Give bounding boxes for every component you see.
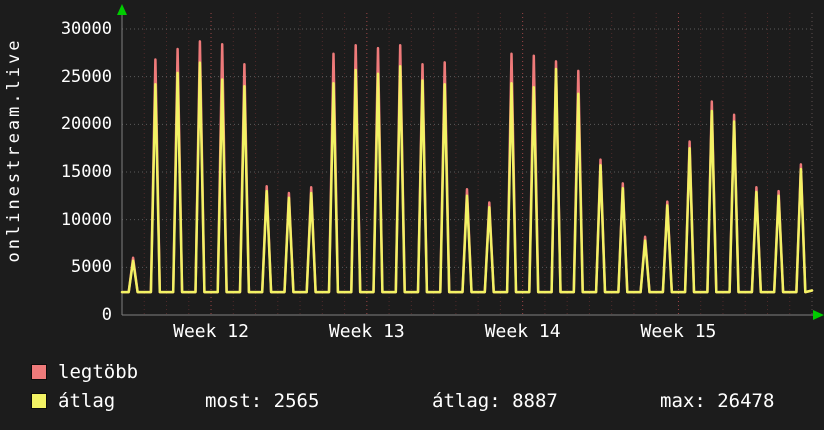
stat-most-label: most: xyxy=(205,390,263,412)
stat-atlag: átlag: 8887 xyxy=(432,390,558,412)
stat-most: most: 2565 xyxy=(205,390,319,412)
stat-most-value: 2565 xyxy=(273,390,320,412)
legend-row-atlag: átlag xyxy=(31,390,116,412)
legend-label-atlag: átlag xyxy=(58,390,116,412)
legend-swatch-legtobb xyxy=(31,364,47,380)
stat-atlag-value: 8887 xyxy=(512,390,558,412)
legend-swatch-atlag xyxy=(31,393,47,409)
stat-max-label: max: xyxy=(660,390,706,412)
legend-row-legtobb: legtöbb xyxy=(31,361,139,383)
stat-max-value: 26478 xyxy=(717,390,775,412)
legend-label-legtobb: legtöbb xyxy=(58,361,139,383)
y-axis-title: onlinestream.live xyxy=(4,37,24,263)
stat-max: max: 26478 xyxy=(660,390,774,412)
stat-atlag-label: átlag: xyxy=(432,390,501,412)
